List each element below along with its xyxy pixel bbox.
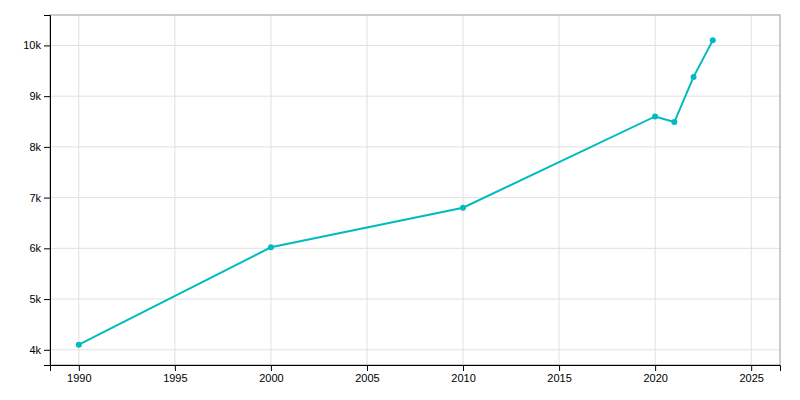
x-tick-mark — [655, 365, 656, 371]
x-tick: 2020 — [643, 365, 667, 384]
x-tick-label: 2010 — [451, 372, 475, 384]
x-tick-label: 1990 — [67, 372, 91, 384]
x-tick-mark — [175, 365, 176, 371]
y-axis-line — [44, 16, 51, 366]
x-tick: 2025 — [739, 365, 763, 384]
y-grid-line — [50, 248, 780, 249]
y-grid-line — [50, 146, 780, 147]
y-grid-line — [50, 96, 780, 97]
point — [76, 342, 82, 348]
y-tick: 7k — [29, 192, 50, 204]
y-tick-mark — [44, 350, 50, 351]
chart: 1990 1995 2000 2005 2010 2015 2020 2025 4k 5k 6k 7k… — [0, 0, 800, 400]
x-grid-line — [463, 15, 464, 365]
y-grid-line — [50, 197, 780, 198]
grid — [50, 15, 780, 365]
y-tick-label: 7k — [29, 192, 41, 204]
y-grid-line — [50, 349, 780, 350]
y-tick-label: 10k — [23, 39, 41, 51]
point — [671, 119, 677, 125]
y-axis: 4k 5k 6k 7k 8k 9k 10k — [23, 16, 50, 366]
x-tick-label: 1995 — [163, 372, 187, 384]
x-tick-label: 2015 — [547, 372, 571, 384]
x-tick: 2010 — [451, 365, 475, 384]
x-tick-mark — [79, 365, 80, 371]
point — [460, 205, 466, 211]
y-tick: 8k — [29, 141, 50, 153]
x-tick: 1990 — [67, 365, 91, 384]
x-tick-label: 2000 — [259, 372, 283, 384]
x-tick-mark — [751, 365, 752, 371]
point — [710, 37, 716, 43]
y-tick-mark — [44, 198, 50, 199]
x-tick: 2015 — [547, 365, 571, 384]
y-tick: 6k — [29, 242, 50, 254]
x-tick-label: 2020 — [643, 372, 667, 384]
x-tick: 1995 — [163, 365, 187, 384]
point — [268, 244, 274, 250]
x-grid-line — [655, 15, 656, 365]
x-grid-line — [751, 15, 752, 365]
plot: 1990 1995 2000 2005 2010 2015 2020 2025 4k 5k 6k 7k… — [23, 15, 780, 384]
y-tick: 5k — [29, 293, 50, 305]
y-tick-mark — [44, 299, 50, 300]
y-tick-mark — [44, 248, 50, 249]
x-grid-line — [559, 15, 560, 365]
x-tick-mark — [463, 365, 464, 371]
point — [652, 113, 658, 119]
x-tick-mark — [559, 365, 560, 371]
point — [691, 74, 697, 80]
x-grid-line — [174, 15, 175, 365]
y-tick: 4k — [29, 344, 50, 356]
plot-frame — [50, 15, 780, 365]
y-tick-label: 8k — [29, 141, 41, 153]
marks — [76, 37, 716, 347]
y-grid-line — [50, 45, 780, 46]
x-tick-label: 2025 — [739, 372, 763, 384]
y-tick: 9k — [29, 90, 50, 102]
y-grid-line — [50, 299, 780, 300]
y-tick-label: 9k — [29, 90, 41, 102]
y-tick-mark — [44, 45, 50, 46]
x-axis: 1990 1995 2000 2005 2010 2015 2020 2025 — [51, 365, 781, 384]
y-tick: 10k — [23, 39, 50, 51]
x-tick-label: 2005 — [355, 372, 379, 384]
x-tick: 2005 — [355, 365, 379, 384]
line — [79, 40, 713, 344]
x-tick-mark — [367, 365, 368, 371]
y-tick-label: 4k — [29, 344, 41, 356]
y-tick-label: 5k — [29, 293, 41, 305]
x-grid-line — [78, 15, 79, 365]
y-tick-mark — [44, 96, 50, 97]
y-tick-mark — [44, 147, 50, 148]
x-grid-line — [366, 15, 367, 365]
y-tick-label: 6k — [29, 242, 41, 254]
x-grid-line — [270, 15, 271, 365]
x-axis-line — [51, 366, 781, 372]
x-tick: 2000 — [259, 365, 283, 384]
x-tick-mark — [271, 365, 272, 371]
